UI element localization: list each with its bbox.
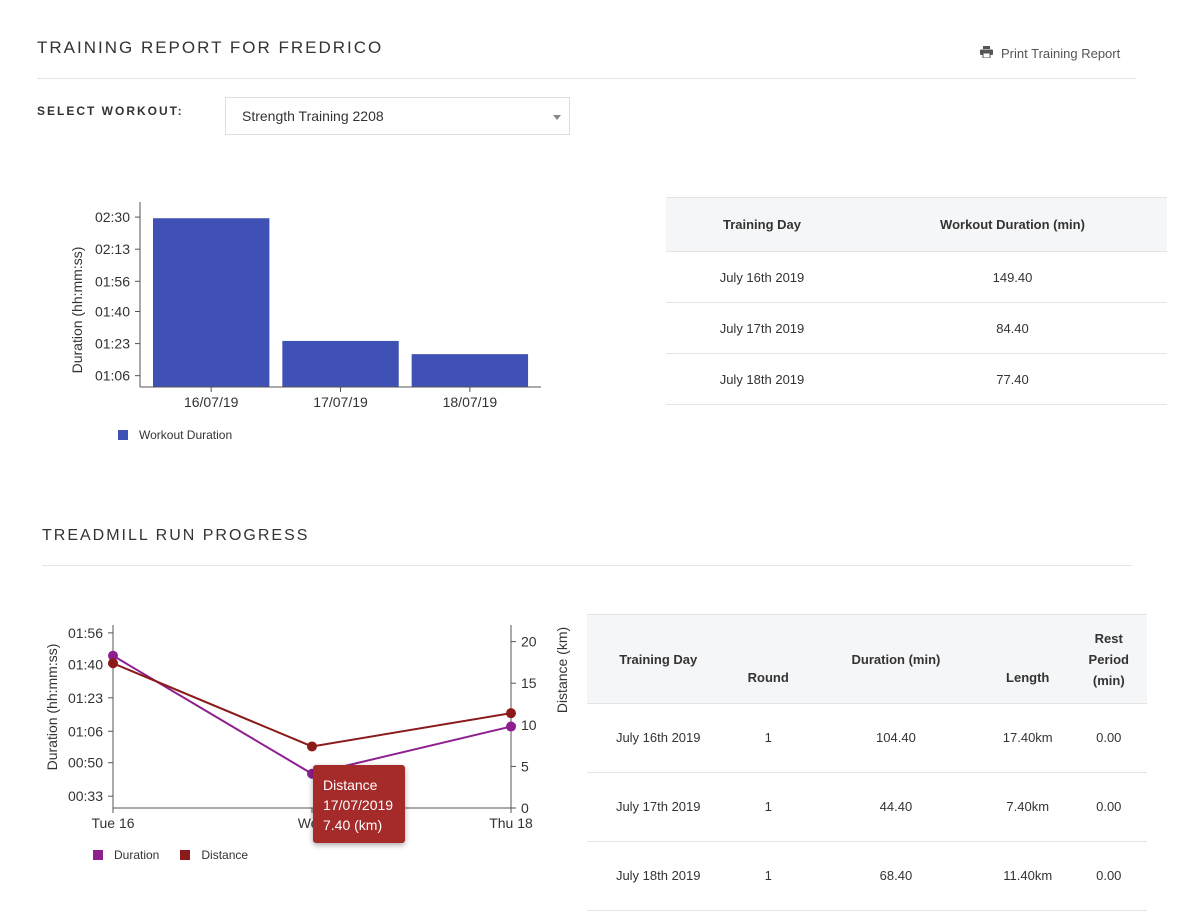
- bar-y-tick-label: 01:56: [95, 273, 130, 289]
- bar-x-tick-label: 17/07/19: [313, 394, 368, 410]
- line-y-tick-label-left: 01:23: [68, 690, 103, 706]
- bar-x-tick-label: 18/07/19: [443, 394, 498, 410]
- bar[interactable]: [153, 218, 270, 387]
- table-row: July 16th 2019 1 104.40 17.40km 0.00: [587, 703, 1147, 773]
- bar-y-tick-label: 01:06: [95, 368, 130, 384]
- table-cell-length: 7.40km: [984, 772, 1071, 842]
- table-cell-duration: 104.40: [807, 703, 985, 773]
- table-cell-rest: 0.00: [1070, 772, 1147, 842]
- select-workout-label: SELECT WORKOUT:: [37, 104, 184, 118]
- bar-y-tick-label: 01:23: [95, 336, 130, 352]
- table-cell-duration: 77.40: [858, 353, 1167, 405]
- workout-duration-table: Training Day Workout Duration (min) July…: [666, 197, 1167, 405]
- legend-label-duration: Duration: [114, 848, 160, 862]
- line-y-tick-label-left: 00:50: [68, 755, 103, 771]
- workout-duration-chart: Duration (hh:mm:ss) 01:06 01:23 01:40 01:56…: [69, 202, 541, 410]
- tooltip-value: 7.40 (km): [323, 817, 383, 833]
- table-cell-duration: 149.40: [858, 251, 1167, 303]
- print-report-label: Print Training Report: [1001, 46, 1121, 61]
- table-cell-day: July 18th 2019: [666, 353, 858, 405]
- line-x-tick-label: Tue 16: [91, 815, 134, 831]
- chart-tooltip: Distance 17/07/2019 7.40 (km): [313, 765, 405, 843]
- table-row: July 16th 2019 149.40: [666, 251, 1167, 303]
- legend-item-distance[interactable]: Distance: [180, 848, 248, 862]
- table-cell-round: 1: [729, 703, 807, 773]
- line-y-tick-label-right: 0: [521, 800, 529, 816]
- table-cell-rest: 0.00: [1070, 703, 1147, 773]
- legend-label-distance: Distance: [201, 848, 249, 862]
- series-line-duration: [112, 654, 512, 775]
- table-cell-length: 11.40km: [984, 841, 1071, 911]
- table-header-duration: Duration (min): [807, 614, 985, 704]
- printer-icon: [980, 46, 993, 61]
- series-point-distance[interactable]: [506, 708, 516, 719]
- treadmill-table: Training Day Round Duration (min) Length…: [587, 614, 1147, 911]
- series-point-duration[interactable]: [108, 650, 118, 661]
- line-y-tick-label-left: 00:33: [68, 788, 103, 804]
- table-cell-round: 1: [729, 772, 807, 842]
- series-point-distance[interactable]: [108, 658, 118, 669]
- line-y-tick-label-left: 01:40: [68, 656, 103, 672]
- line-y-tick-label-right: 10: [521, 717, 537, 733]
- bar-chart-legend[interactable]: Workout Duration: [118, 428, 232, 442]
- workout-select-value: Strength Training 2208: [242, 108, 384, 124]
- line-chart-ylabel-left: Duration (hh:mm:ss): [44, 644, 60, 771]
- legend-swatch-duration: [93, 850, 103, 860]
- table-cell-length: 17.40km: [984, 703, 1071, 773]
- line-y-tick-label-left: 01:06: [68, 723, 103, 739]
- legend-swatch-distance: [180, 850, 191, 860]
- table-cell-rest: 0.00: [1070, 841, 1147, 911]
- legend-swatch-workout-duration: [118, 430, 128, 440]
- table-header-training-day: Training Day: [666, 197, 858, 252]
- series-point-duration[interactable]: [506, 721, 516, 732]
- table-cell-day: July 18th 2019: [587, 841, 730, 911]
- table-cell-duration: 44.40: [807, 772, 985, 842]
- workout-select[interactable]: Strength Training 2208: [225, 97, 570, 135]
- header-divider: [37, 78, 1136, 79]
- bar-x-tick-label: 16/07/19: [184, 394, 239, 410]
- table-cell-day: July 16th 2019: [666, 251, 858, 303]
- tooltip-date: 17/07/2019: [323, 797, 394, 813]
- page-title: TRAINING REPORT FOR FREDRICO: [37, 38, 384, 57]
- table-row: July 17th 2019 84.40: [666, 302, 1167, 354]
- legend-label-workout-duration: Workout Duration: [139, 428, 233, 442]
- bar-y-tick-label: 02:13: [95, 241, 130, 257]
- treadmill-divider: [42, 565, 1132, 566]
- series-point-distance[interactable]: [307, 741, 317, 752]
- treadmill-progress-chart: Duration (hh:mm:ss) Distance (km) 00:33 0…: [44, 625, 570, 831]
- line-x-tick-label: Thu 18: [489, 815, 533, 831]
- bar[interactable]: [282, 340, 399, 387]
- bar-y-tick-label: 01:40: [95, 303, 130, 319]
- line-chart-ylabel-right: Distance (km): [554, 627, 570, 713]
- table-header-rest-period: Rest Period (min): [1070, 614, 1147, 704]
- series-line-distance: [112, 662, 512, 748]
- bar-chart-ylabel: Duration (hh:mm:ss): [69, 247, 85, 374]
- table-row: July 18th 2019 77.40: [666, 353, 1167, 405]
- table-cell-duration: 84.40: [858, 302, 1167, 354]
- print-report-button[interactable]: Print Training Report: [980, 46, 1120, 61]
- table-cell-day: July 17th 2019: [587, 772, 730, 842]
- table-cell-day: July 16th 2019: [587, 703, 730, 773]
- line-y-tick-label-right: 15: [521, 675, 537, 691]
- line-y-tick-label-right: 20: [521, 634, 537, 650]
- bar-y-tick-label: 02:30: [95, 209, 130, 225]
- table-header-training-day: Training Day: [587, 614, 730, 704]
- line-chart-legend: Duration Distance: [93, 848, 248, 862]
- tooltip-series: Distance: [323, 777, 378, 793]
- bar[interactable]: [411, 354, 529, 387]
- table-cell-round: 1: [729, 841, 807, 911]
- table-header-workout-duration: Workout Duration (min): [858, 197, 1167, 252]
- table-header-length: Length: [984, 614, 1071, 704]
- table-row: July 17th 2019 1 44.40 7.40km 0.00: [587, 772, 1147, 842]
- chevron-down-icon: [553, 115, 561, 120]
- line-y-tick-label-left: 01:56: [68, 625, 103, 641]
- table-cell-duration: 68.40: [807, 841, 985, 911]
- table-cell-day: July 17th 2019: [666, 302, 858, 354]
- treadmill-section-title: TREADMILL RUN PROGRESS: [42, 527, 310, 544]
- line-y-tick-label-right: 5: [521, 758, 529, 774]
- legend-item-duration[interactable]: Duration: [93, 848, 159, 862]
- table-header-round: Round: [729, 614, 807, 704]
- table-row: July 18th 2019 1 68.40 11.40km 0.00: [587, 841, 1147, 911]
